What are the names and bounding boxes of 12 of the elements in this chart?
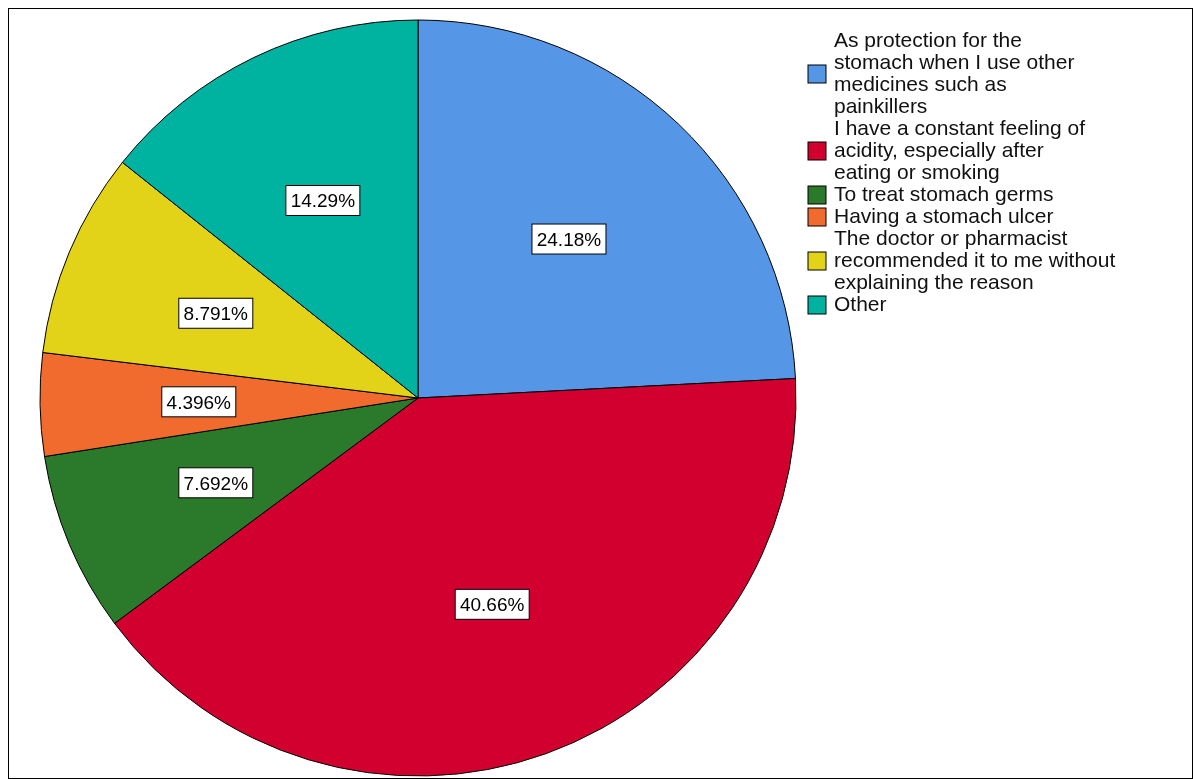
data-label: 8.791% — [183, 303, 249, 325]
legend-label: The doctor or pharmacist recommended it to me without explaining the reason — [834, 226, 1116, 293]
legend-label: I have a constant feeling of acidity, especially after eating or smoking — [834, 116, 1086, 183]
data-label: 40.66% — [459, 594, 525, 616]
legend-label: Having a stomach ulcer — [834, 204, 1054, 227]
data-label: 4.396% — [166, 391, 232, 413]
legend-label: As protection for the stomach when I use other medicines such as painkillers — [834, 28, 1075, 117]
legend-label: Other — [834, 292, 887, 315]
data-label: 24.18% — [536, 229, 602, 251]
legend-label: To treat stomach germs — [834, 182, 1054, 205]
data-label: 14.29% — [290, 190, 356, 212]
data-label: 7.692% — [183, 472, 249, 494]
